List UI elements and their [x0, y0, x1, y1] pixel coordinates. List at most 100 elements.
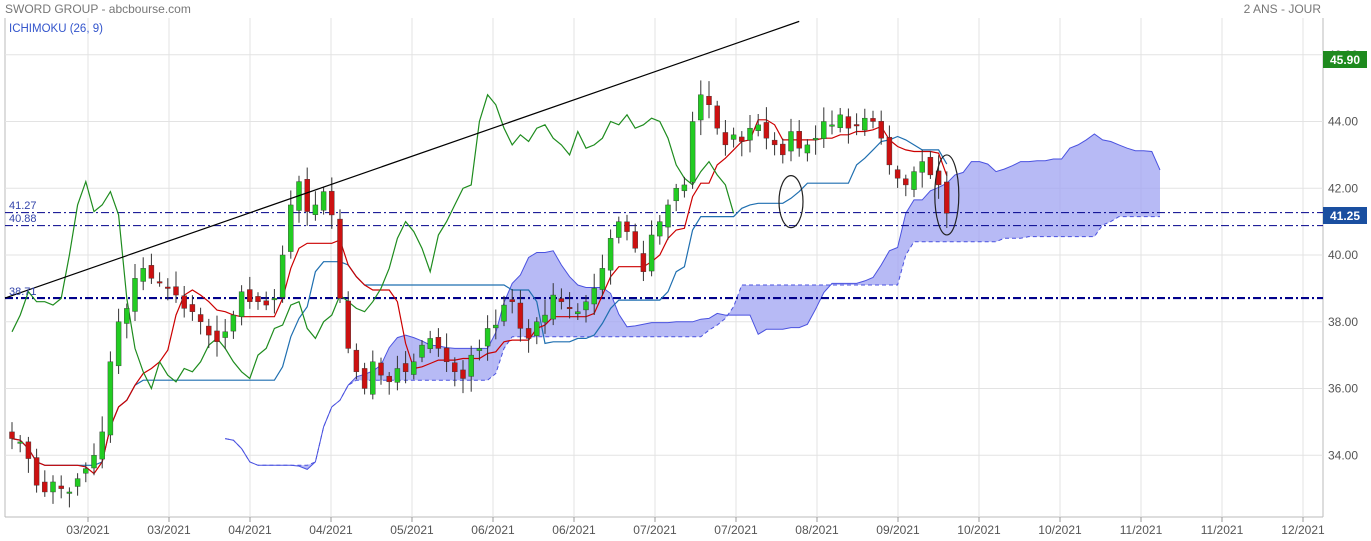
candle — [714, 105, 720, 129]
x-tick-label: 06/2021 — [552, 523, 596, 537]
candle — [493, 324, 499, 329]
candle — [222, 331, 228, 338]
candle — [140, 268, 146, 282]
x-tick-label: 04/2021 — [228, 523, 272, 537]
candle — [91, 455, 97, 469]
last-price-badge-bg — [1323, 207, 1367, 224]
candle — [74, 478, 81, 487]
candle — [115, 321, 122, 367]
candle — [148, 265, 155, 279]
candle — [443, 347, 450, 363]
candle — [886, 136, 893, 166]
candle — [837, 114, 843, 128]
candle — [460, 369, 466, 379]
level-label-lower: 40.88 — [9, 213, 37, 225]
candle — [706, 95, 712, 106]
candle — [304, 179, 310, 212]
x-tick-label: 03/2021 — [147, 523, 191, 537]
candle — [730, 134, 737, 140]
candle — [698, 94, 704, 121]
candle — [501, 304, 507, 322]
candle — [755, 124, 761, 131]
candle — [83, 468, 89, 474]
candle — [197, 314, 204, 322]
x-tick-label: 11/2021 — [1120, 523, 1163, 537]
candle — [50, 481, 56, 493]
horizontal-levels — [5, 212, 1323, 300]
candle — [919, 161, 925, 173]
candle — [640, 253, 647, 272]
candle — [312, 204, 319, 215]
y-tick-label: 36.00 — [1328, 382, 1358, 396]
candle — [763, 122, 770, 139]
candle — [681, 184, 688, 192]
candle — [624, 221, 630, 232]
candle — [107, 361, 114, 436]
candle — [156, 281, 163, 284]
candle — [870, 118, 876, 122]
last-price-badge: 41.25 — [1330, 209, 1360, 223]
candle — [419, 344, 425, 358]
candle — [894, 169, 901, 179]
candle — [550, 294, 556, 320]
candle — [427, 338, 433, 349]
candle — [788, 131, 794, 152]
y-tick-label: 38.00 — [1328, 315, 1358, 329]
candle — [476, 348, 483, 351]
y-tick-label: 40.00 — [1328, 248, 1358, 262]
candle — [66, 491, 73, 494]
candle — [452, 362, 458, 373]
x-tick-label: 12/2021 — [1281, 523, 1325, 537]
candle — [353, 349, 360, 373]
candle — [58, 485, 64, 489]
candle — [25, 441, 32, 459]
candle — [484, 328, 491, 347]
candle — [780, 143, 786, 156]
trend-line — [4, 20, 800, 299]
candle — [402, 363, 409, 373]
candle — [17, 441, 23, 444]
x-tick-label: 06/2021 — [471, 523, 515, 537]
y-tick-label: 34.00 — [1328, 448, 1358, 462]
candle — [616, 221, 622, 238]
annotations — [4, 20, 960, 299]
candle — [812, 137, 819, 141]
x-tick-label: 10/2021 — [1038, 523, 1082, 537]
candle — [320, 191, 327, 211]
senkou-span-b — [225, 216, 1160, 466]
candle — [33, 457, 40, 486]
candle — [238, 291, 245, 317]
candle — [648, 234, 655, 272]
candle — [9, 431, 15, 439]
top-price-badge-bg — [1323, 51, 1367, 68]
candle — [673, 188, 679, 202]
candle — [230, 314, 237, 332]
x-tick-label: 07/2021 — [633, 523, 677, 537]
annotation-ellipse — [934, 154, 960, 236]
level-label-upper: 41.27 — [9, 200, 37, 212]
candle — [566, 307, 573, 310]
candle — [181, 295, 187, 309]
candle — [42, 481, 48, 493]
candle — [378, 362, 384, 376]
y-tick-label: 42.00 — [1328, 181, 1358, 195]
candle — [288, 204, 294, 252]
candle — [173, 286, 179, 296]
candle — [862, 117, 868, 131]
candle — [517, 302, 524, 329]
candlesticks — [9, 80, 950, 508]
x-tick-label: 10/2021 — [957, 523, 1001, 537]
candle — [214, 330, 220, 342]
candle — [132, 278, 138, 312]
candle — [722, 132, 729, 146]
candle — [771, 139, 778, 146]
candle — [247, 289, 253, 302]
candle — [911, 171, 917, 190]
candle — [575, 311, 581, 315]
candle — [542, 314, 548, 323]
x-tick-label: 09/2021 — [876, 523, 920, 537]
candle — [411, 361, 417, 375]
candle — [386, 375, 392, 383]
x-tick-label: 07/2021 — [714, 523, 758, 537]
